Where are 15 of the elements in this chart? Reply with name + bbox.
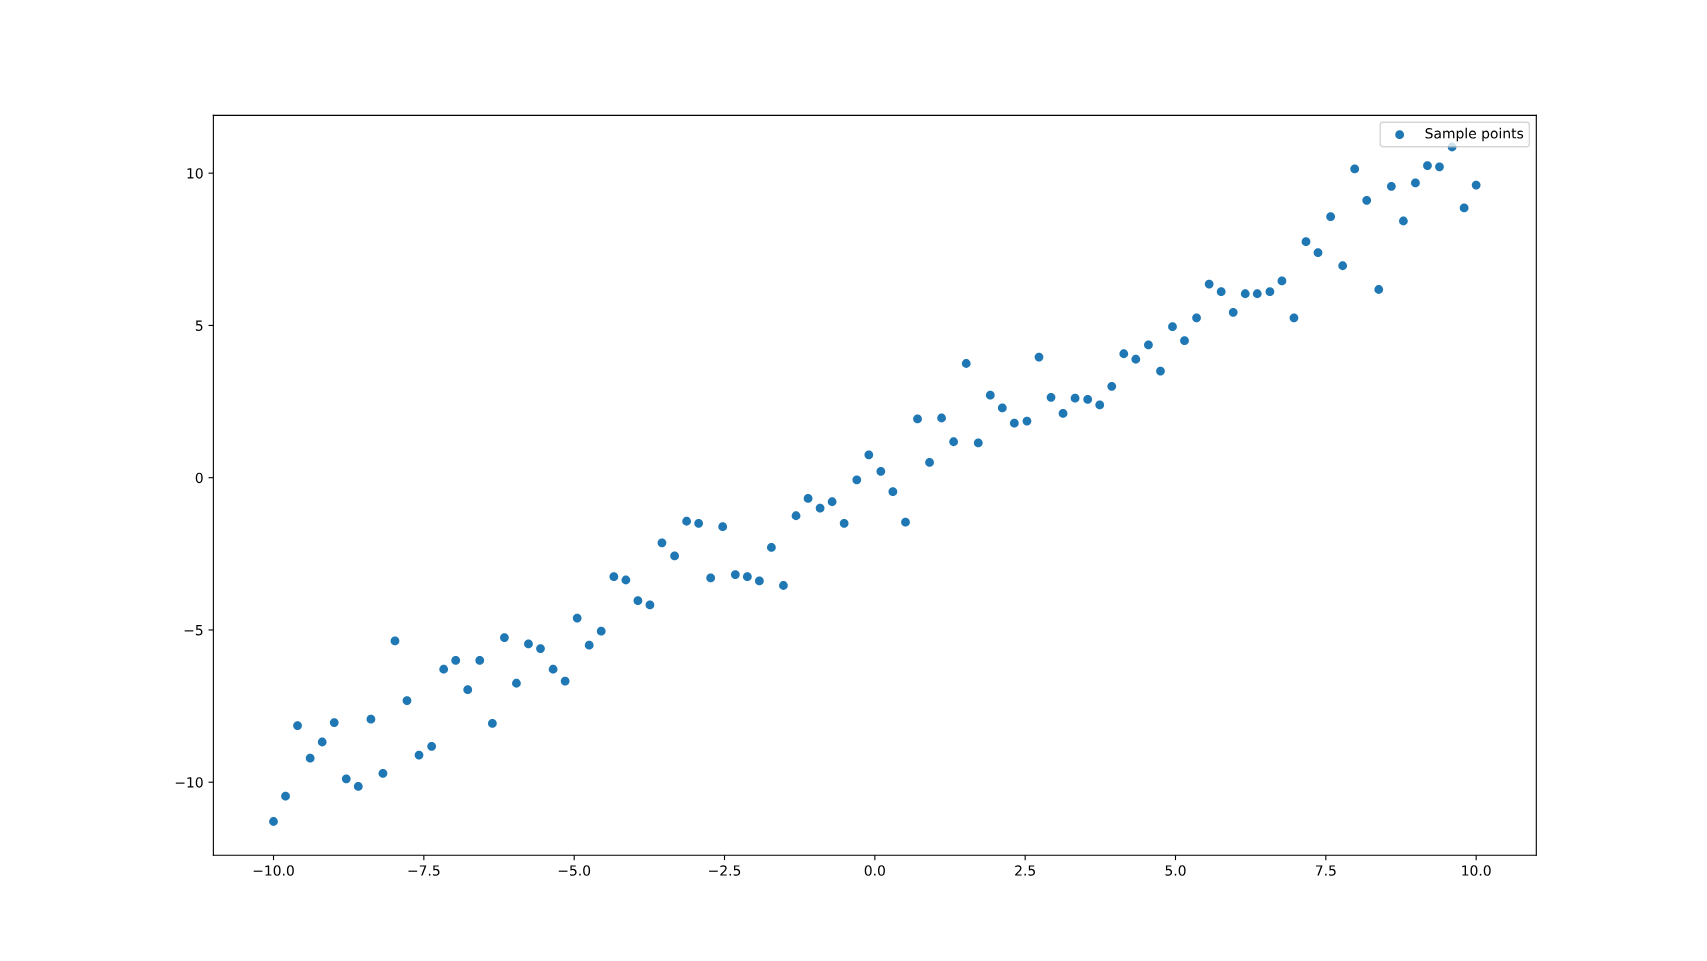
y-tick-label: 5: [195, 320, 203, 331]
x-tick-label: 10.0: [1462, 865, 1491, 876]
x-tick-label: −7.5: [408, 865, 440, 876]
x-tick-label: 2.5: [1015, 865, 1035, 876]
y-tick-label: 0: [195, 472, 203, 484]
y-tick-label: 10: [187, 168, 203, 179]
x-tick-label: −2.5: [709, 865, 741, 876]
y-tick-label: −5: [184, 625, 203, 636]
y-tick-label: −10: [175, 777, 203, 788]
legend-label: Sample points: [1425, 127, 1524, 142]
x-tick-label: −10.0: [253, 865, 294, 876]
x-tick-label: 7.5: [1315, 865, 1336, 876]
x-tick-label: 0.0: [864, 865, 885, 876]
x-tick-label: −5.0: [558, 865, 591, 876]
x-tick-label: 5.0: [1165, 865, 1186, 876]
